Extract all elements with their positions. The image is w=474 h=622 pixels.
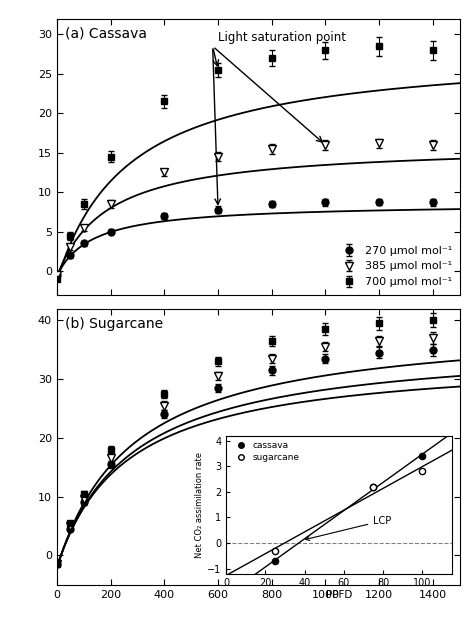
Text: (b) Sugarcane: (b) Sugarcane	[65, 317, 163, 331]
Text: (a) Cassava: (a) Cassava	[65, 27, 147, 41]
Text: Light saturation point: Light saturation point	[218, 31, 346, 44]
Legend: 270 μmol mol⁻¹, 385 μmol mol⁻¹, 700 μmol mol⁻¹: 270 μmol mol⁻¹, 385 μmol mol⁻¹, 700 μmol…	[336, 244, 454, 289]
